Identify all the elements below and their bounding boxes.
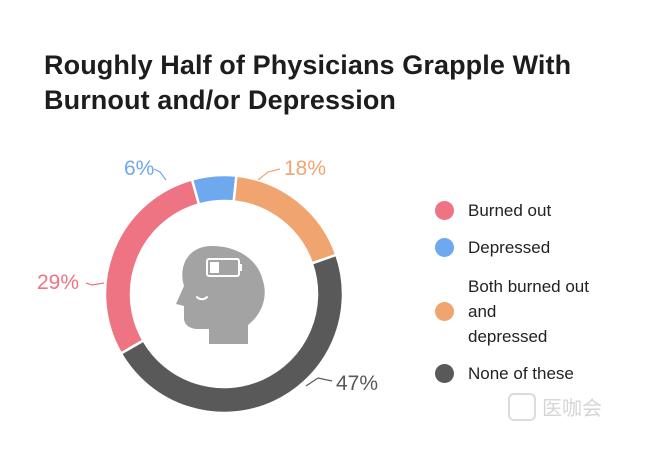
watermark: 医咖会 bbox=[508, 392, 602, 421]
leader-line-burned-out bbox=[85, 282, 105, 286]
legend-label-both: Both burned out and depressed bbox=[468, 277, 589, 346]
legend-item-burned-out: Burned out bbox=[435, 198, 551, 223]
legend-item-none: None of these bbox=[435, 361, 574, 386]
leader-line-depressed bbox=[153, 168, 167, 181]
leader-line-none bbox=[305, 377, 333, 387]
donut-slice-both bbox=[232, 174, 338, 266]
watermark-text: 医咖会 bbox=[542, 396, 602, 420]
data-label-none: 47% bbox=[336, 372, 378, 395]
legend-item-both: Both burned out and depressed bbox=[435, 274, 589, 349]
chart-title: Roughly Half of Physicians Grapple With … bbox=[44, 50, 572, 115]
head-battery-icon bbox=[176, 246, 265, 344]
leader-line-both bbox=[257, 168, 281, 181]
donut-slice-depressed bbox=[190, 173, 238, 206]
legend-swatch-both bbox=[435, 302, 454, 321]
donut-slice-none bbox=[119, 253, 345, 415]
legend-item-depressed: Depressed bbox=[435, 235, 550, 260]
legend-label-none: None of these bbox=[468, 364, 574, 383]
data-label-both: 18% bbox=[284, 157, 326, 180]
legend-swatch-burned-out bbox=[435, 201, 454, 220]
watermark-logo-icon bbox=[508, 392, 536, 421]
data-label-burned-out: 29% bbox=[37, 271, 79, 294]
legend-swatch-none bbox=[435, 364, 454, 383]
legend-label-burned-out: Burned out bbox=[468, 201, 552, 220]
legend-label-depressed: Depressed bbox=[468, 238, 551, 257]
data-label-depressed: 6% bbox=[124, 157, 154, 180]
legend-swatch-depressed bbox=[435, 238, 454, 257]
